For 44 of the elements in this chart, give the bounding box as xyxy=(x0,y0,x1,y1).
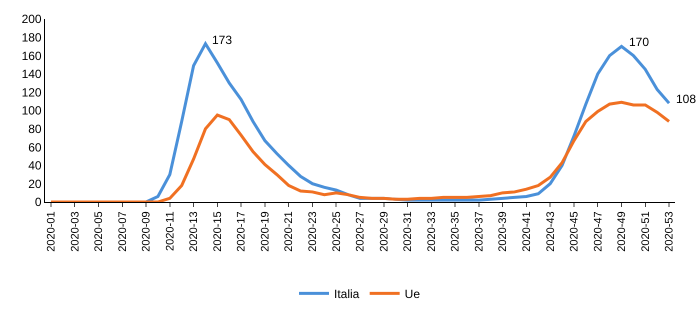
x-tick-label: 2020-05 xyxy=(93,211,106,252)
x-tick-label: 2020-47 xyxy=(592,211,604,252)
x-tick-label: 2020-27 xyxy=(354,211,367,252)
x-tick-label: 2020-09 xyxy=(140,211,153,252)
x-tick-label: 2020-37 xyxy=(473,211,486,252)
x-tick-label: 2020-43 xyxy=(544,211,557,252)
x-tick-label: 2020-41 xyxy=(520,211,533,252)
y-tick-label: 0 xyxy=(34,195,42,210)
x-tick-label: 2020-17 xyxy=(236,211,248,252)
x-tick-label: 2020-11 xyxy=(164,211,176,251)
x-tick-label: 2020-07 xyxy=(116,211,129,252)
data-label: 173 xyxy=(212,33,232,47)
data-label: 108 xyxy=(676,92,696,106)
x-tick-label: 2020-03 xyxy=(69,211,82,252)
x-tick-label: 2020-19 xyxy=(259,211,272,252)
x-tick-label: 2020-45 xyxy=(568,211,581,252)
x-tick-label: 2020-29 xyxy=(378,211,390,252)
x-tick-label: 2020-39 xyxy=(497,211,510,252)
y-tick-label: 120 xyxy=(22,85,42,100)
data-label: 170 xyxy=(629,35,650,49)
legend-label: Italia xyxy=(334,287,360,302)
x-tick-label: 2020-51 xyxy=(640,211,652,252)
x-tick-label: 2020-25 xyxy=(330,211,343,252)
y-tick-label: 40 xyxy=(28,158,42,173)
x-tick-label: 2020-31 xyxy=(402,211,414,252)
x-tick-label: 2020-01 xyxy=(46,211,58,252)
x-tick-label: 2020-35 xyxy=(450,211,462,252)
y-tick-label: 100 xyxy=(22,104,42,118)
x-tick-label: 2020-33 xyxy=(426,211,438,252)
y-tick-label: 180 xyxy=(22,30,42,44)
x-tick-label: 2020-49 xyxy=(616,211,628,252)
y-tick-label: 80 xyxy=(28,122,42,136)
legend-label: Ue xyxy=(404,287,420,302)
x-tick-label: 2020-15 xyxy=(212,211,224,252)
x-tick-label: 2020-21 xyxy=(283,211,296,252)
y-tick-label: 140 xyxy=(22,67,42,82)
y-tick-label: 60 xyxy=(28,140,42,154)
line-series xyxy=(49,100,671,202)
y-tick-label: 160 xyxy=(22,48,42,63)
y-tick-label: 200 xyxy=(22,12,42,26)
x-tick-label: 2020-13 xyxy=(188,211,200,252)
x-tick-label: 2020-53 xyxy=(664,211,676,252)
x-tick-label: 2020-23 xyxy=(307,211,320,252)
y-tick-label: 20 xyxy=(28,176,42,191)
